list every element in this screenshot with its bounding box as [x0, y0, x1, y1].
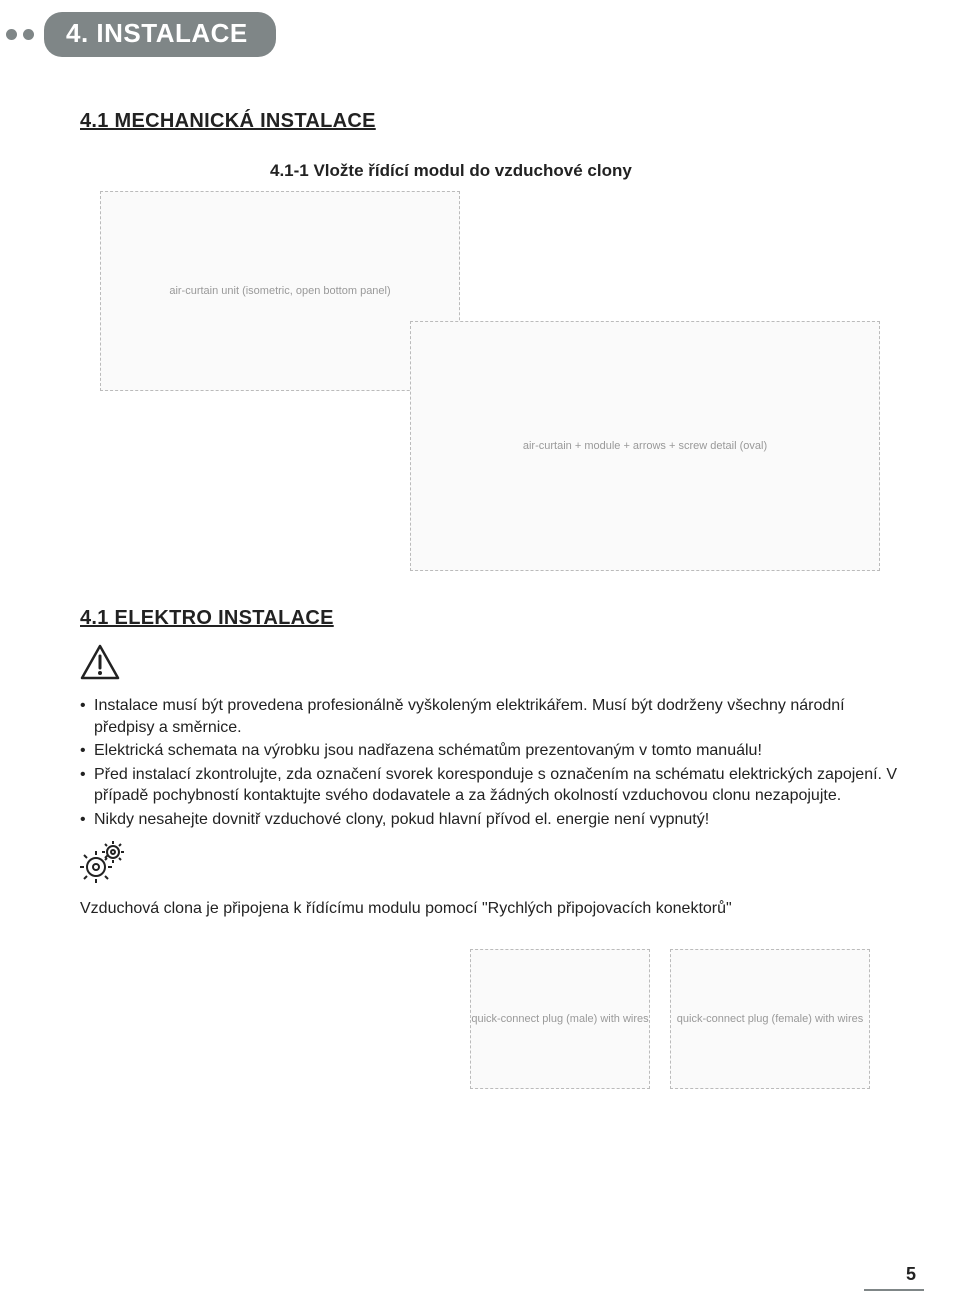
decorative-dot [23, 29, 34, 40]
warning-bullet-list: • Instalace musí být provedena profesion… [80, 695, 900, 831]
figure-connector-left: quick-connect plug (male) with wires [470, 949, 650, 1089]
connector-description: Vzduchová clona je připojena k řídícímu … [80, 898, 900, 920]
bullet-item: • Elektrická schemata na výrobku jsou na… [80, 740, 900, 762]
heading-mechanical: 4.1 MECHANICKÁ INSTALACE [80, 110, 900, 133]
bullet-marker: • [80, 695, 94, 738]
bullet-text: Před instalací zkontrolujte, zda označen… [94, 764, 900, 807]
header-strip: 4. INSTALACE [0, 12, 276, 57]
decorative-dot [6, 29, 17, 40]
bullet-text: Elektrická schemata na výrobku jsou nadř… [94, 740, 900, 762]
bullet-marker: • [80, 740, 94, 762]
heading-electro: 4.1 ELEKTRO INSTALACE [80, 607, 900, 630]
bullet-item: • Nikdy nesahejte dovnitř vzduchové clon… [80, 809, 900, 831]
bullet-item: • Před instalací zkontrolujte, zda označ… [80, 764, 900, 807]
subheading-mech-step: 4.1-1 Vložte řídící modul do vzduchové c… [270, 161, 900, 181]
connector-diagram-area: quick-connect plug (male) with wires qui… [80, 949, 900, 1099]
page-content: 4.1 MECHANICKÁ INSTALACE 4.1-1 Vložte ří… [80, 110, 900, 1099]
figure-air-curtain-left: air-curtain unit (isometric, open bottom… [100, 191, 460, 391]
figure-connector-right: quick-connect plug (female) with wires [670, 949, 870, 1089]
gears-icon [80, 841, 126, 883]
mechanical-diagram-area: air-curtain unit (isometric, open bottom… [80, 191, 900, 571]
section-pill: 4. INSTALACE [44, 12, 276, 57]
page-number-rule [864, 1289, 924, 1291]
figure-air-curtain-right: air-curtain + module + arrows + screw de… [410, 321, 880, 571]
bullet-marker: • [80, 809, 94, 831]
warning-icon [80, 644, 120, 680]
bullet-text: Nikdy nesahejte dovnitř vzduchové clony,… [94, 809, 900, 831]
bullet-item: • Instalace musí být provedena profesion… [80, 695, 900, 738]
page-number: 5 [906, 1264, 916, 1285]
bullet-marker: • [80, 764, 94, 807]
bullet-text: Instalace musí být provedena profesionál… [94, 695, 900, 738]
